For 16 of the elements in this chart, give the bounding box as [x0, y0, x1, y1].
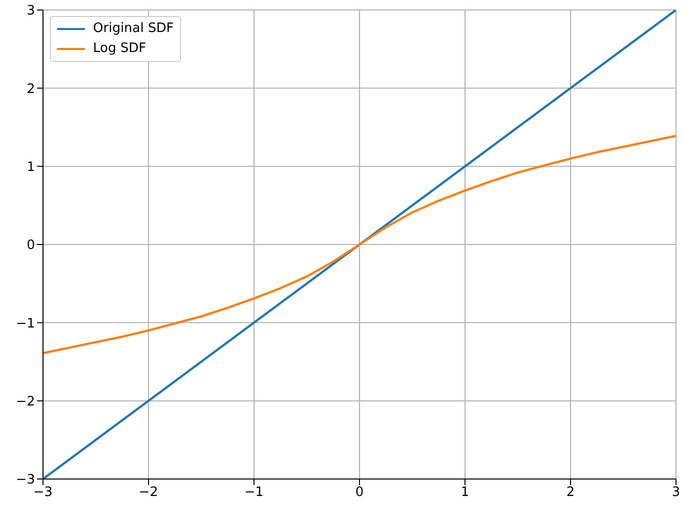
y-tick-label: −1: [16, 316, 35, 332]
x-tick-label: 3: [672, 485, 680, 500]
legend-label: Log SDF: [93, 40, 146, 58]
y-tick-label: 1: [26, 160, 35, 175]
legend-label: Original SDF: [93, 20, 174, 38]
y-tick-label: −2: [16, 394, 35, 410]
y-tick-label: 3: [26, 4, 35, 19]
y-tick-label: 0: [26, 238, 35, 254]
x-tick-label: 1: [460, 485, 470, 500]
x-tick-label: 2: [566, 485, 575, 500]
y-tick-label: −3: [16, 472, 35, 488]
line-series: [43, 134, 676, 354]
x-tick-label: 0: [355, 485, 364, 500]
x-tick-label: −1: [244, 485, 264, 500]
y-tick-label: 2: [26, 82, 35, 97]
x-tick-label: −2: [138, 485, 158, 500]
